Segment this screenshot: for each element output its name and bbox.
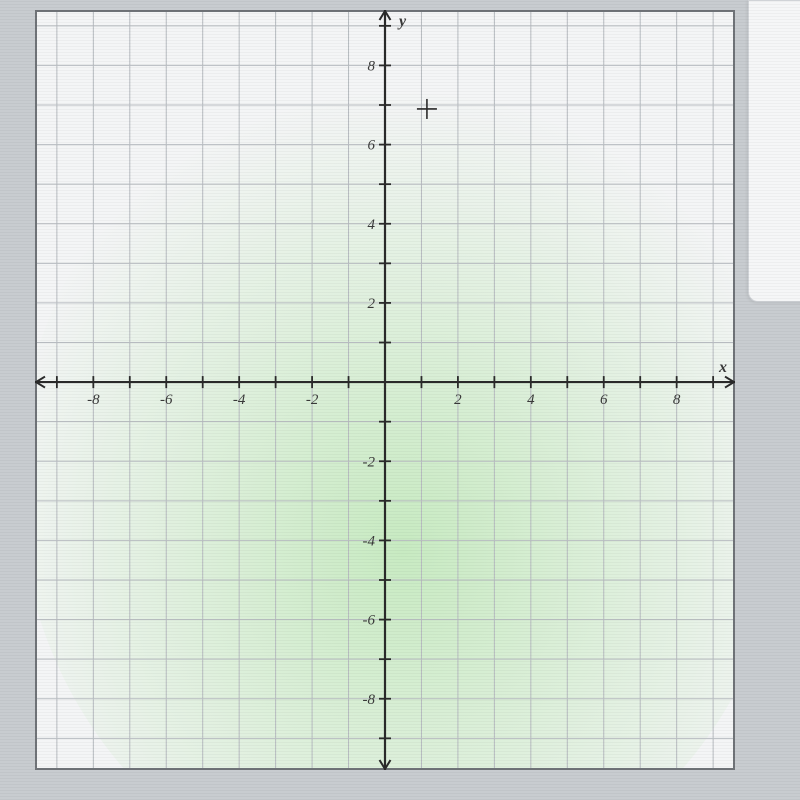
x-tick-label: 8 [673,392,681,408]
plane-svg: -8 -6 -4 -2 2 4 6 8 -8 -6 -4 -2 2 4 6 8 y x [35,10,735,770]
side-panel [748,0,800,302]
x-tick-label: 2 [454,392,462,408]
y-tick-label: -4 [363,533,376,549]
y-axis-label: y [397,13,407,30]
x-tick-label: -8 [87,392,100,408]
x-tick-label: -6 [160,392,173,408]
x-tick-label: 6 [600,392,608,408]
y-tick-label: 2 [368,296,376,312]
x-axis-label: x [718,359,727,376]
y-tick-label: 4 [368,217,376,233]
coordinate-plane[interactable]: -8 -6 -4 -2 2 4 6 8 -8 -6 -4 -2 2 4 6 8 y x [35,10,735,770]
screenshot-root: -8 -6 -4 -2 2 4 6 8 -8 -6 -4 -2 2 4 6 8 y x [0,0,800,800]
x-tick-label: -2 [306,392,319,408]
y-tick-label: -6 [363,613,376,629]
y-tick-label: -8 [363,692,376,708]
y-tick-label: -2 [363,454,376,470]
y-tick-label: 6 [368,138,376,154]
x-tick-label: -4 [233,392,246,408]
x-tick-label: 4 [527,392,535,408]
y-tick-label: 8 [368,58,376,74]
